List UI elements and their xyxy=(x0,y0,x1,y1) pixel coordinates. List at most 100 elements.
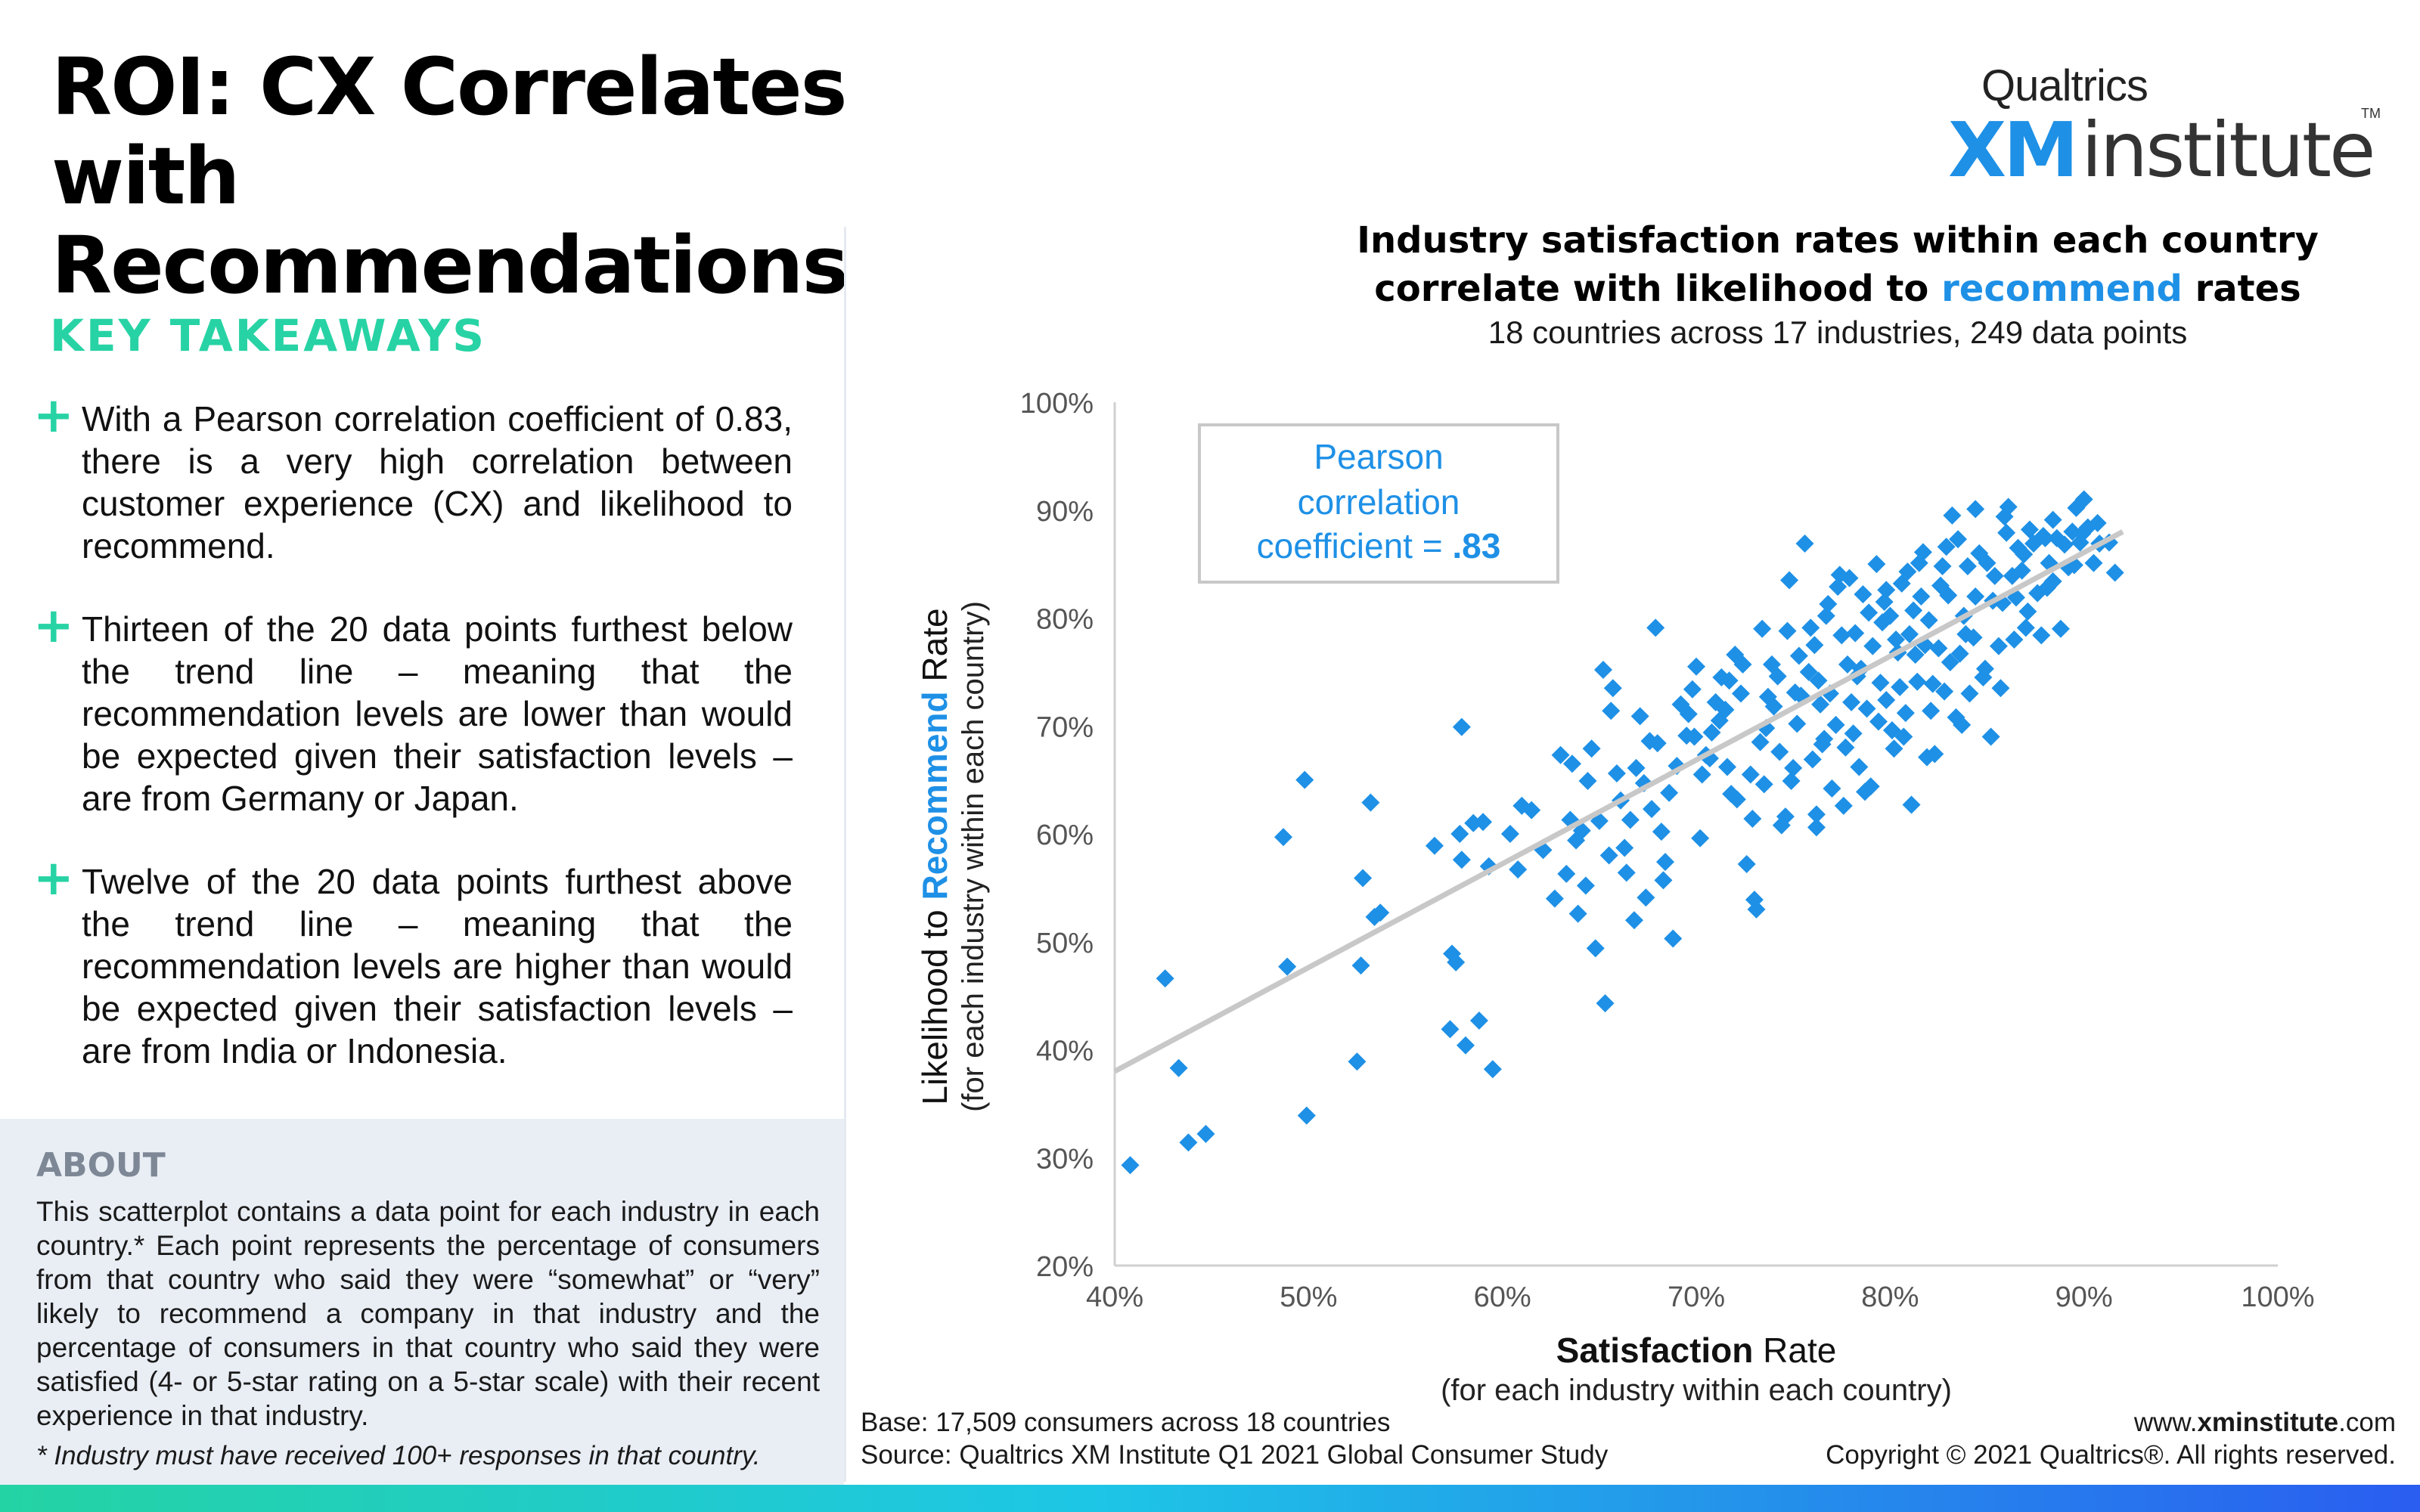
takeaway-item-3: Twelve of the 20 data points furthest ab… xyxy=(82,862,793,1070)
y-tick-label: 70% xyxy=(1036,711,1094,743)
footer-url-bold: xminstitute xyxy=(2197,1408,2339,1437)
data-point xyxy=(1817,606,1835,625)
y-tick-label: 90% xyxy=(1036,496,1094,528)
data-point xyxy=(1654,871,1673,890)
data-point xyxy=(1891,677,1910,696)
annotation-line-3: coefficient = .83 xyxy=(1257,526,1501,565)
data-point xyxy=(1297,1106,1316,1125)
footer-url[interactable]: www.xminstitute.com xyxy=(1826,1406,2396,1439)
data-point xyxy=(1807,818,1826,837)
data-point xyxy=(1753,619,1772,638)
data-point xyxy=(1902,795,1921,814)
data-point xyxy=(1906,646,1925,665)
data-point xyxy=(1844,724,1863,743)
data-point xyxy=(1966,587,1985,606)
data-point xyxy=(1582,739,1601,758)
data-point xyxy=(1975,659,1994,678)
data-point xyxy=(1887,631,1906,649)
data-point xyxy=(1692,765,1711,784)
xm-institute-logo: Qualtrics XM institute TM xyxy=(1948,60,2381,194)
data-point xyxy=(1811,695,1830,714)
logo-tm-mark: TM xyxy=(2361,106,2381,121)
data-point xyxy=(1989,637,2008,655)
data-point xyxy=(1630,707,1649,726)
y-tick-label: 50% xyxy=(1036,928,1094,959)
about-text: This scatterplot contains a data point f… xyxy=(36,1196,820,1431)
data-point xyxy=(1685,727,1704,746)
y-axis-label-post: Rate xyxy=(915,608,954,691)
logo-xm-text: XM xyxy=(1948,106,2079,194)
data-point xyxy=(1867,555,1886,574)
data-point xyxy=(1875,593,1894,612)
data-point xyxy=(1121,1156,1140,1175)
data-point xyxy=(1567,831,1586,850)
data-point xyxy=(1782,772,1801,791)
data-point xyxy=(1958,556,1977,575)
data-point xyxy=(1857,699,1876,718)
data-point xyxy=(2088,513,2107,532)
data-point xyxy=(1819,594,1838,613)
data-point xyxy=(1441,1020,1460,1039)
chart-title-highlight: recommend xyxy=(1941,268,2183,310)
chart-subtitle: 18 countries across 17 industries, 249 d… xyxy=(1488,314,2188,350)
data-point xyxy=(1894,727,1913,746)
data-point xyxy=(1904,601,1923,620)
plus-icon: + xyxy=(33,598,74,654)
data-point xyxy=(1803,750,1822,769)
data-point xyxy=(1997,523,2016,542)
data-point xyxy=(1354,869,1373,888)
data-point xyxy=(1754,775,1773,794)
footer-url-pre: www. xyxy=(2133,1408,2198,1437)
data-point xyxy=(1795,534,1814,553)
data-point xyxy=(1683,680,1702,699)
y-tick-label: 40% xyxy=(1036,1036,1094,1067)
data-point xyxy=(1836,738,1855,757)
data-point xyxy=(1786,683,1804,702)
data-point xyxy=(1687,657,1705,676)
data-point xyxy=(1805,636,1824,655)
data-point xyxy=(2051,619,2070,638)
data-point xyxy=(1156,969,1174,988)
data-point xyxy=(1860,603,1879,622)
data-point xyxy=(1801,618,1820,637)
chart-title-line-2: correlate with likelihood to recommend r… xyxy=(1119,265,2420,313)
data-point xyxy=(1799,662,1818,681)
data-point xyxy=(1646,618,1665,637)
data-point xyxy=(1603,679,1622,698)
annotation-line-1: Pearson xyxy=(1314,437,1443,476)
data-point xyxy=(1447,953,1466,971)
data-point xyxy=(1762,655,1781,674)
takeaway-item-2: Thirteen of the 20 data points furthest … xyxy=(82,609,793,818)
data-point xyxy=(2037,578,2056,597)
footer-right-block: www.xminstitute.com Copyright © 2021 Qua… xyxy=(1826,1406,2396,1471)
data-point xyxy=(2020,520,2039,539)
data-point xyxy=(1985,566,2004,585)
data-point xyxy=(1991,679,2010,698)
data-point xyxy=(1981,727,2000,746)
data-point xyxy=(1898,562,1917,581)
data-point xyxy=(2043,510,2062,529)
data-point xyxy=(2005,631,2024,649)
takeaway-item-1: With a Pearson correlation coefficient o… xyxy=(82,399,793,565)
data-point xyxy=(2034,527,2052,546)
data-point xyxy=(1943,506,1962,525)
data-point xyxy=(1483,1060,1502,1079)
about-panel xyxy=(0,1119,844,1485)
data-point xyxy=(1509,860,1528,879)
data-point xyxy=(1881,606,1900,625)
footer-base: Base: 17,509 consumers across 18 countri… xyxy=(861,1408,1391,1437)
data-point xyxy=(1716,700,1735,719)
data-point xyxy=(1660,783,1679,802)
data-point xyxy=(1295,770,1314,789)
data-point xyxy=(1464,813,1483,832)
x-tick-label: 70% xyxy=(1668,1281,1725,1313)
data-point xyxy=(1918,748,1937,767)
data-point xyxy=(1469,1011,1488,1030)
data-point xyxy=(1425,836,1444,855)
y-axis-sublabel: (for each industry within each country) xyxy=(957,601,990,1112)
data-point xyxy=(1500,825,1519,843)
data-point xyxy=(1838,655,1857,674)
data-point xyxy=(1935,682,1954,701)
x-tick-label: 100% xyxy=(2241,1281,2314,1313)
x-axis-sublabel: (for each industry within each country) xyxy=(1441,1374,1952,1407)
